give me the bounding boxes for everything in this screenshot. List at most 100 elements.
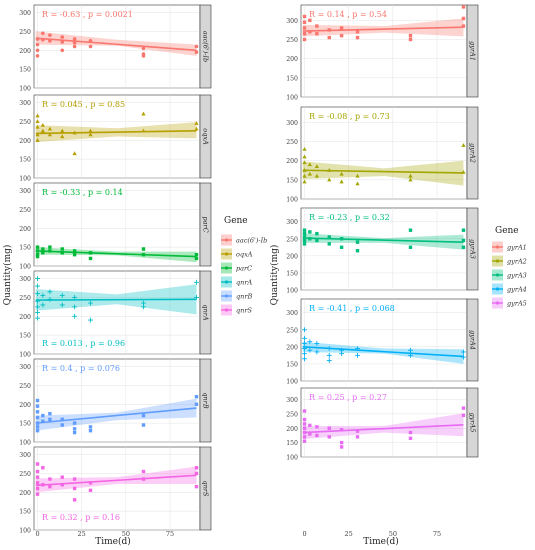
data-point bbox=[461, 5, 466, 9]
left-legend-title: Gene bbox=[224, 216, 248, 226]
data-point bbox=[355, 240, 360, 244]
data-point bbox=[47, 296, 53, 302]
y-tick-label: 100 bbox=[286, 197, 298, 204]
right-x-axis-title: Time(d) bbox=[363, 536, 399, 547]
facet-strip bbox=[199, 270, 212, 355]
data-point bbox=[59, 293, 65, 298]
data-point bbox=[35, 492, 40, 496]
y-tick-label: 250 bbox=[19, 471, 31, 478]
y-tick-label: 150 bbox=[19, 421, 31, 428]
data-point bbox=[35, 425, 40, 429]
data-point bbox=[35, 291, 40, 297]
data-point bbox=[141, 54, 146, 58]
y-tick-label: 150 bbox=[19, 157, 31, 164]
data-point bbox=[327, 235, 331, 239]
data-point bbox=[35, 124, 40, 129]
y-tick-label: 250 bbox=[19, 29, 31, 36]
y-tick-label: 150 bbox=[286, 270, 298, 277]
y-tick-label: 300 bbox=[286, 219, 298, 226]
data-point bbox=[355, 181, 360, 186]
data-point bbox=[355, 346, 360, 351]
facet-gyra1: 100 150 200 250 300 R = 0.14 , p = 0.54 gyrA1 bbox=[286, 4, 479, 102]
data-point bbox=[339, 245, 344, 249]
confidence-band bbox=[302, 341, 464, 364]
legend-item-gyra3: gyrA3 bbox=[492, 269, 527, 281]
data-point bbox=[88, 425, 93, 429]
data-point bbox=[40, 302, 46, 308]
data-point bbox=[40, 128, 45, 133]
facet-strip-label: gyrA3 bbox=[468, 239, 476, 259]
data-point bbox=[307, 171, 312, 176]
data-point bbox=[308, 230, 312, 234]
data-point bbox=[302, 238, 307, 243]
regression-line bbox=[302, 237, 464, 243]
data-point bbox=[35, 113, 40, 118]
x-tick-label: 25 bbox=[345, 530, 353, 538]
data-point bbox=[302, 341, 307, 346]
y-tick-label: 100 bbox=[19, 440, 31, 447]
facet-strip bbox=[199, 358, 212, 443]
y-tick-label: 200 bbox=[19, 490, 31, 497]
y-tick-label: 250 bbox=[286, 139, 298, 146]
data-point bbox=[72, 249, 77, 253]
data-point bbox=[194, 121, 199, 125]
facet-strip-label: qnrA bbox=[201, 304, 209, 320]
data-point bbox=[461, 228, 466, 232]
data-point bbox=[302, 179, 307, 184]
stat-annotation: R = -0.63 , p = 0.0021 bbox=[42, 10, 133, 19]
data-point bbox=[355, 35, 360, 40]
y-tick-label: 200 bbox=[19, 314, 31, 321]
data-point bbox=[408, 430, 413, 435]
data-point bbox=[72, 427, 77, 431]
y-tick-label: 250 bbox=[286, 327, 298, 334]
data-point bbox=[408, 37, 413, 42]
data-point bbox=[35, 42, 40, 47]
right-legend: Gene gyrA1 gyrA2 gyrA3 gyrA4 gyrA5 bbox=[492, 226, 527, 309]
data-point bbox=[141, 423, 146, 427]
data-point bbox=[88, 488, 93, 493]
confidence-band bbox=[302, 413, 464, 440]
data-point bbox=[461, 349, 466, 355]
y-tick-label: 250 bbox=[286, 236, 298, 243]
data-point bbox=[302, 228, 307, 232]
facet-strip-label: qnrB bbox=[201, 392, 209, 408]
y-tick-label: 100 bbox=[19, 528, 31, 535]
stat-annotation: R = 0.045 , p = 0.85 bbox=[42, 100, 125, 109]
data-point bbox=[60, 417, 64, 422]
data-point bbox=[339, 237, 344, 241]
data-point bbox=[408, 228, 413, 232]
x-tick-label: 0 bbox=[35, 530, 39, 538]
y-tick-label: 300 bbox=[286, 310, 298, 317]
legend-item-label: gyrA1 bbox=[507, 244, 527, 252]
data-point bbox=[88, 251, 93, 255]
data-point bbox=[60, 35, 65, 39]
data-point bbox=[41, 251, 45, 255]
y-tick-label: 300 bbox=[19, 10, 31, 17]
data-point bbox=[308, 18, 312, 23]
facet-gyra2: 100 150 200 250 300 R = -0.08 , p = 0.73 gyrA2 bbox=[286, 106, 479, 204]
data-point bbox=[302, 351, 307, 357]
data-point bbox=[326, 346, 332, 351]
data-point bbox=[194, 295, 199, 300]
facet-aac-6-ib: 100 150 200 250 300 R = -0.63 , p = 0.0021 aac… bbox=[19, 4, 212, 93]
facet-gyra4: 100 150 200 250 300 R = -0.41 , p = 0.068 gyrA… bbox=[286, 298, 479, 386]
legend-item-gyra5: gyrA5 bbox=[492, 297, 527, 309]
data-point bbox=[327, 426, 331, 430]
data-point bbox=[461, 245, 466, 249]
data-point bbox=[302, 426, 307, 430]
x-tick-label: 75 bbox=[166, 530, 174, 538]
data-point bbox=[327, 435, 331, 439]
data-point bbox=[35, 404, 40, 408]
data-point bbox=[35, 54, 40, 58]
regression-line bbox=[35, 130, 197, 135]
legend-item-oqxa: oqxA bbox=[221, 248, 253, 260]
data-point bbox=[339, 445, 344, 449]
legend-key-point bbox=[495, 245, 500, 249]
facet-qnrb: 100 150 200 250 300 R = 0.4 , p = 0.076 qnrB bbox=[19, 358, 212, 447]
legend-key-point bbox=[224, 308, 229, 312]
data-point bbox=[35, 469, 40, 474]
data-point bbox=[339, 440, 344, 445]
data-point bbox=[307, 162, 312, 167]
